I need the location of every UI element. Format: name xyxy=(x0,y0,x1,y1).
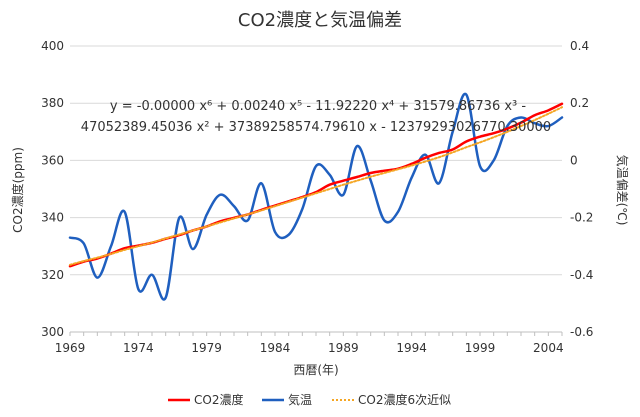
x-tick-label: 1984 xyxy=(260,341,291,355)
legend-item-temperature: 気温 xyxy=(262,392,312,407)
legend-item-co2-fit: CO2濃度6次近似 xyxy=(332,392,451,407)
series-line-temperature xyxy=(68,92,564,301)
chart-title: CO2濃度と気温偏差 xyxy=(238,10,402,31)
y-axis-right-label: 気温偏差(℃) xyxy=(615,155,630,226)
y-tick-left-label: 320 xyxy=(41,268,64,282)
y-tick-right-label: -0.2 xyxy=(570,211,593,225)
y-tick-left-label: 380 xyxy=(41,96,64,110)
y-tick-left-label: 400 xyxy=(41,39,64,53)
x-tick-label: 1989 xyxy=(328,341,359,355)
x-tick-label: 1969 xyxy=(55,341,86,355)
series-layer xyxy=(68,92,564,301)
x-tick-label: 1999 xyxy=(465,341,496,355)
y-tick-right-label: -0.6 xyxy=(570,325,593,339)
y-tick-right-label: 0.4 xyxy=(570,39,589,53)
y-axis-left-label: CO2濃度(ppm) xyxy=(10,147,25,233)
legend-label-co2: CO2濃度 xyxy=(194,392,243,407)
y-tick-right-label: 0 xyxy=(570,153,578,167)
legend-item-co2: CO2濃度 xyxy=(168,392,243,407)
y-tick-left-label: 360 xyxy=(41,153,64,167)
y-tick-right-label: 0.2 xyxy=(570,96,589,110)
trendline-equation-line2: 47052389.45036 x² + 37389258574.79610 x … xyxy=(81,120,551,135)
series-line-co2-fit xyxy=(69,106,563,266)
x-tick-label: 1974 xyxy=(123,341,154,355)
y-tick-left-label: 300 xyxy=(41,325,64,339)
legend-label-co2-fit: CO2濃度6次近似 xyxy=(358,392,451,407)
legend: CO2濃度 気温 CO2濃度6次近似 xyxy=(168,392,451,407)
x-tick-label: 1979 xyxy=(191,341,222,355)
axes: 300 320 340 360 380 400 -0.6 -0.4 -0.2 0 0.2 0.4 196… xyxy=(41,39,593,355)
y-tick-left-label: 340 xyxy=(41,211,64,225)
x-tick-label: 1994 xyxy=(396,341,427,355)
x-tick-label: 2004 xyxy=(533,341,564,355)
trendline-equation-line1: y = -0.00000 x⁶ + 0.00240 x⁵ - 11.92220 … xyxy=(110,99,526,114)
x-axis-label: 西暦(年) xyxy=(293,363,338,377)
legend-label-temperature: 気温 xyxy=(288,392,312,407)
y-tick-right-label: -0.4 xyxy=(570,268,593,282)
